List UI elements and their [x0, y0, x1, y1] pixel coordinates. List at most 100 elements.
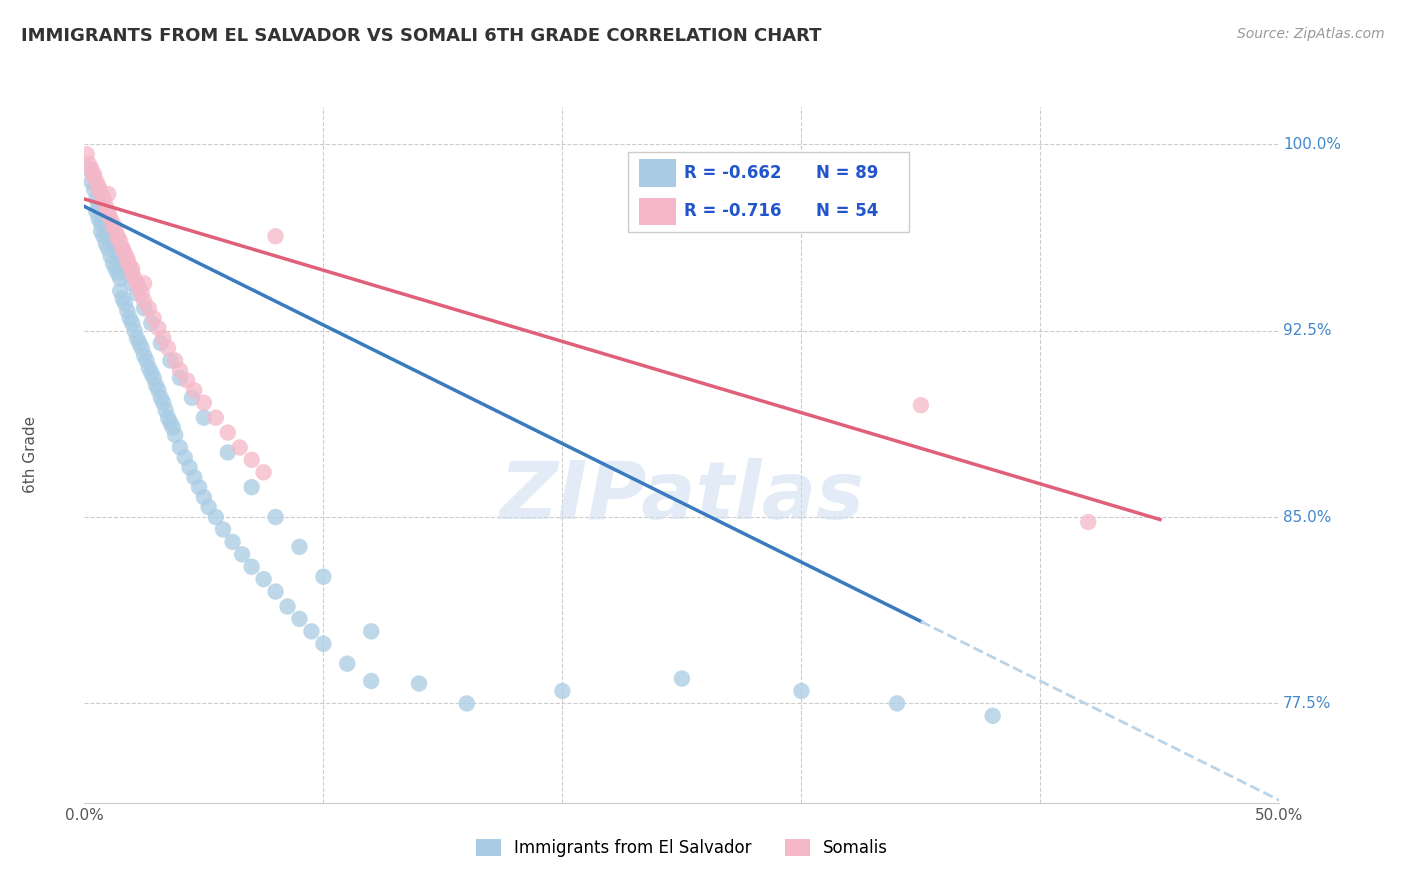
Point: [301, 624, 323, 639]
Point: [77, 162, 100, 177]
Point: [97, 242, 120, 256]
Point: [155, 403, 177, 417]
Point: [80, 162, 103, 177]
Point: [360, 673, 382, 688]
Point: [312, 637, 335, 651]
Point: [205, 410, 228, 425]
Point: [336, 657, 359, 671]
Point: [101, 236, 124, 251]
Point: [104, 261, 127, 276]
Point: [253, 465, 276, 479]
Point: [671, 672, 693, 686]
Point: [131, 341, 153, 355]
Point: [141, 316, 163, 330]
Point: [159, 353, 181, 368]
Point: [231, 547, 253, 561]
Point: [288, 612, 311, 626]
Point: [118, 259, 141, 273]
Point: [193, 410, 215, 425]
Legend: Immigrants from El Salvador, Somalis: Immigrants from El Salvador, Somalis: [470, 832, 894, 864]
Point: [981, 708, 1004, 723]
Point: [157, 410, 180, 425]
Point: [790, 684, 813, 698]
Text: IMMIGRANTS FROM EL SALVADOR VS SOMALI 6TH GRADE CORRELATION CHART: IMMIGRANTS FROM EL SALVADOR VS SOMALI 6T…: [21, 27, 821, 45]
Point: [87, 197, 110, 211]
Point: [94, 236, 117, 251]
Point: [80, 175, 103, 189]
Point: [197, 500, 219, 514]
Point: [212, 523, 235, 537]
Text: 6th Grade: 6th Grade: [22, 417, 38, 493]
Point: [169, 441, 191, 455]
Point: [125, 286, 148, 301]
Point: [90, 186, 112, 201]
Point: [145, 378, 167, 392]
Point: [360, 624, 382, 639]
Point: [152, 395, 174, 409]
Point: [149, 336, 172, 351]
Point: [124, 271, 146, 285]
Point: [83, 169, 105, 184]
Text: 77.5%: 77.5%: [1284, 696, 1331, 711]
Text: ZIPatlas: ZIPatlas: [499, 458, 865, 536]
Point: [110, 284, 132, 298]
Point: [264, 510, 287, 524]
Point: [162, 420, 184, 434]
Point: [183, 470, 205, 484]
Point: [183, 384, 205, 398]
Point: [117, 254, 139, 268]
Point: [128, 336, 150, 351]
Point: [221, 534, 243, 549]
Point: [159, 416, 181, 430]
Point: [181, 391, 204, 405]
Point: [121, 277, 143, 291]
Point: [107, 229, 129, 244]
Point: [100, 211, 122, 226]
Point: [149, 391, 172, 405]
Point: [132, 349, 156, 363]
Point: [83, 167, 105, 181]
Point: [93, 192, 115, 206]
Point: [132, 277, 156, 291]
Point: [173, 450, 195, 465]
Point: [179, 460, 201, 475]
Point: [117, 303, 139, 318]
Point: [110, 271, 132, 285]
Point: [205, 510, 228, 524]
Point: [111, 242, 134, 256]
Point: [217, 445, 239, 459]
Point: [124, 324, 146, 338]
Point: [110, 234, 132, 248]
Point: [104, 221, 127, 235]
Point: [910, 398, 932, 412]
Point: [193, 490, 215, 504]
Point: [121, 267, 143, 281]
Point: [94, 199, 117, 213]
Point: [125, 277, 148, 291]
Point: [240, 480, 263, 494]
Point: [77, 157, 100, 171]
Point: [86, 192, 108, 206]
Point: [152, 331, 174, 345]
Point: [193, 395, 215, 409]
Point: [90, 224, 112, 238]
Point: [148, 384, 170, 398]
Point: [141, 366, 163, 380]
Point: [142, 311, 165, 326]
Point: [97, 186, 120, 201]
Point: [111, 242, 134, 256]
Point: [135, 353, 157, 368]
Point: [93, 192, 115, 206]
Point: [217, 425, 239, 440]
Point: [111, 291, 134, 305]
Point: [138, 301, 160, 316]
Point: [229, 441, 252, 455]
Point: [86, 204, 108, 219]
Point: [132, 301, 156, 316]
Point: [87, 211, 110, 226]
Point: [93, 217, 115, 231]
Point: [408, 676, 430, 690]
Point: [1077, 515, 1099, 529]
Point: [121, 261, 143, 276]
Point: [138, 360, 160, 375]
